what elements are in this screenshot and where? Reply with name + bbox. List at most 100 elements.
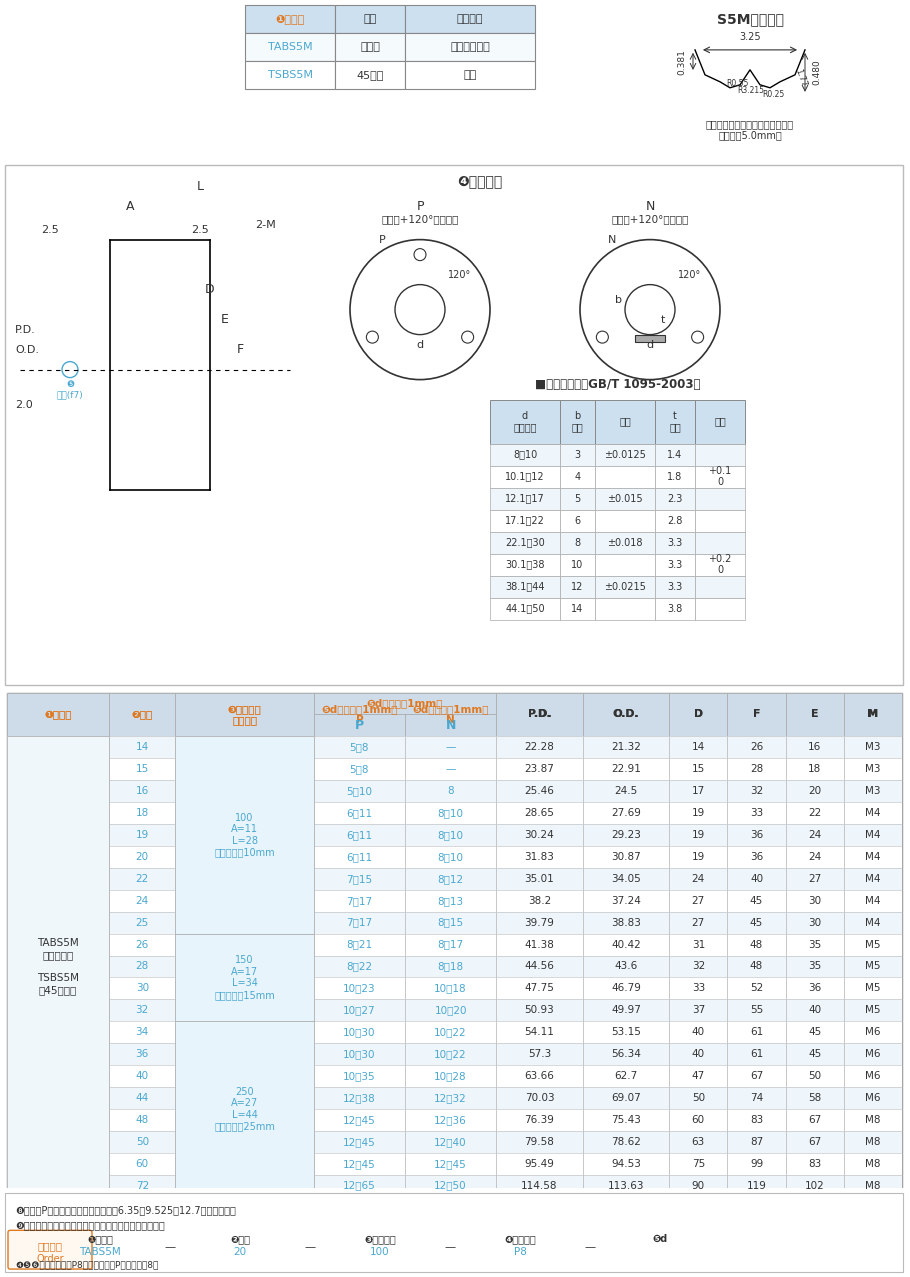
Text: R0.25: R0.25 [762,89,784,98]
Text: 16: 16 [136,787,149,796]
Text: P: P [379,235,385,245]
Text: 40.42: 40.42 [612,940,641,950]
Text: M8: M8 [865,1181,881,1190]
Text: 52: 52 [750,983,763,994]
Text: 60: 60 [692,1115,705,1125]
FancyBboxPatch shape [7,1131,902,1153]
Text: M8: M8 [865,1137,881,1147]
Text: 61: 61 [750,1027,763,1037]
FancyBboxPatch shape [7,1175,902,1197]
FancyBboxPatch shape [8,1230,92,1269]
Text: 发黑: 发黑 [463,70,477,80]
FancyBboxPatch shape [405,33,535,61]
Text: M5: M5 [865,983,881,994]
Text: 24: 24 [136,895,149,905]
Text: 45: 45 [808,1027,822,1037]
Text: ❸宽度代码
（公制）: ❸宽度代码 （公制） [228,704,261,725]
FancyBboxPatch shape [655,466,695,488]
Text: 12～45: 12～45 [343,1158,376,1168]
FancyBboxPatch shape [7,1022,902,1043]
Text: 48: 48 [136,1115,149,1125]
FancyBboxPatch shape [560,443,595,466]
Text: 250
A=27
L=44
皮带宽度：25mm: 250 A=27 L=44 皮带宽度：25mm [214,1087,275,1131]
Text: 44.1～50: 44.1～50 [505,604,545,613]
Text: 28.65: 28.65 [524,808,554,819]
Text: ❺d（步进值1mm）
P: ❺d（步进值1mm） P [321,704,398,725]
FancyBboxPatch shape [7,977,902,1000]
Text: 10～22: 10～22 [434,1027,467,1037]
Text: 公差: 公差 [619,416,631,427]
Text: 12.1～17: 12.1～17 [505,494,545,503]
FancyBboxPatch shape [560,531,595,554]
Text: 43.6: 43.6 [614,962,638,972]
Text: 61: 61 [750,1050,763,1059]
FancyBboxPatch shape [695,531,745,554]
Text: ❷齿数: ❷齿数 [230,1235,250,1244]
FancyBboxPatch shape [595,510,655,531]
Text: —: — [445,764,456,774]
Text: 48: 48 [750,940,763,950]
FancyBboxPatch shape [490,598,560,619]
Text: 55: 55 [750,1005,763,1015]
FancyBboxPatch shape [314,692,496,714]
Text: ❽内孔为P型时，在许可范围内可选择6.35、9.525、12.7的内孔尺寸。: ❽内孔为P型时，在许可范围内可选择6.35、9.525、12.7的内孔尺寸。 [15,1205,236,1216]
Text: 10～35: 10～35 [343,1071,376,1082]
FancyBboxPatch shape [496,692,582,737]
Text: —: — [444,1243,456,1253]
Text: 45: 45 [750,895,763,905]
Text: 齿槽尺寸会因齿数不同而略有差异
（齿距：5.0mm）: 齿槽尺寸会因齿数不同而略有差异 （齿距：5.0mm） [706,119,794,140]
Text: 67: 67 [808,1115,822,1125]
Text: 10～27: 10～27 [343,1005,376,1015]
Text: 订购范例: 订购范例 [37,1241,63,1251]
Text: 12～50: 12～50 [434,1181,467,1190]
FancyBboxPatch shape [109,692,176,737]
Text: 69.07: 69.07 [612,1093,641,1103]
Text: ❸宽度代码: ❸宽度代码 [364,1235,396,1244]
FancyBboxPatch shape [7,912,902,933]
Text: M3: M3 [865,742,881,752]
Text: 2.3: 2.3 [667,494,682,503]
Text: 17: 17 [692,787,705,796]
Text: 113.63: 113.63 [608,1181,644,1190]
Text: 56.34: 56.34 [611,1050,641,1059]
FancyBboxPatch shape [314,714,405,737]
Text: 26: 26 [750,742,763,752]
Text: 7～17: 7～17 [347,895,372,905]
Text: 2-M: 2-M [255,220,276,230]
Text: 30: 30 [808,918,821,927]
Text: 32: 32 [136,1005,149,1015]
Text: 50: 50 [808,1071,821,1082]
Text: A: A [126,199,135,213]
Text: （圆孔+120°螺纹孔）: （圆孔+120°螺纹孔） [381,215,459,225]
Text: ❶类型码: ❶类型码 [276,14,305,24]
Text: 12: 12 [571,581,583,591]
FancyBboxPatch shape [245,33,335,61]
FancyBboxPatch shape [7,868,902,890]
Text: 8: 8 [447,787,454,796]
Text: M4: M4 [865,808,881,819]
FancyBboxPatch shape [490,576,560,598]
Text: P.D.: P.D. [15,324,35,335]
Text: ❶类型码: ❶类型码 [45,710,72,719]
Text: 45: 45 [808,1050,822,1059]
Text: 114.58: 114.58 [521,1181,558,1190]
Text: 72: 72 [136,1181,149,1190]
Text: TABS5M
（铝合金）

TSBS5M
（45号钢）: TABS5M （铝合金） TSBS5M （45号钢） [37,939,79,995]
Text: 70.03: 70.03 [525,1093,554,1103]
Text: M3: M3 [865,787,881,796]
FancyBboxPatch shape [655,400,695,443]
Text: 120°: 120° [449,269,471,280]
Text: 30: 30 [136,983,149,994]
FancyBboxPatch shape [7,1108,902,1131]
Text: 90: 90 [692,1181,705,1190]
Text: M6: M6 [865,1027,881,1037]
Text: N: N [608,235,616,245]
FancyBboxPatch shape [844,692,902,737]
FancyBboxPatch shape [560,488,595,510]
Text: O.D.: O.D. [15,345,39,355]
Text: 31: 31 [692,940,705,950]
FancyBboxPatch shape [7,1043,902,1065]
FancyBboxPatch shape [655,443,695,466]
FancyBboxPatch shape [695,466,745,488]
Text: 19: 19 [136,830,149,840]
